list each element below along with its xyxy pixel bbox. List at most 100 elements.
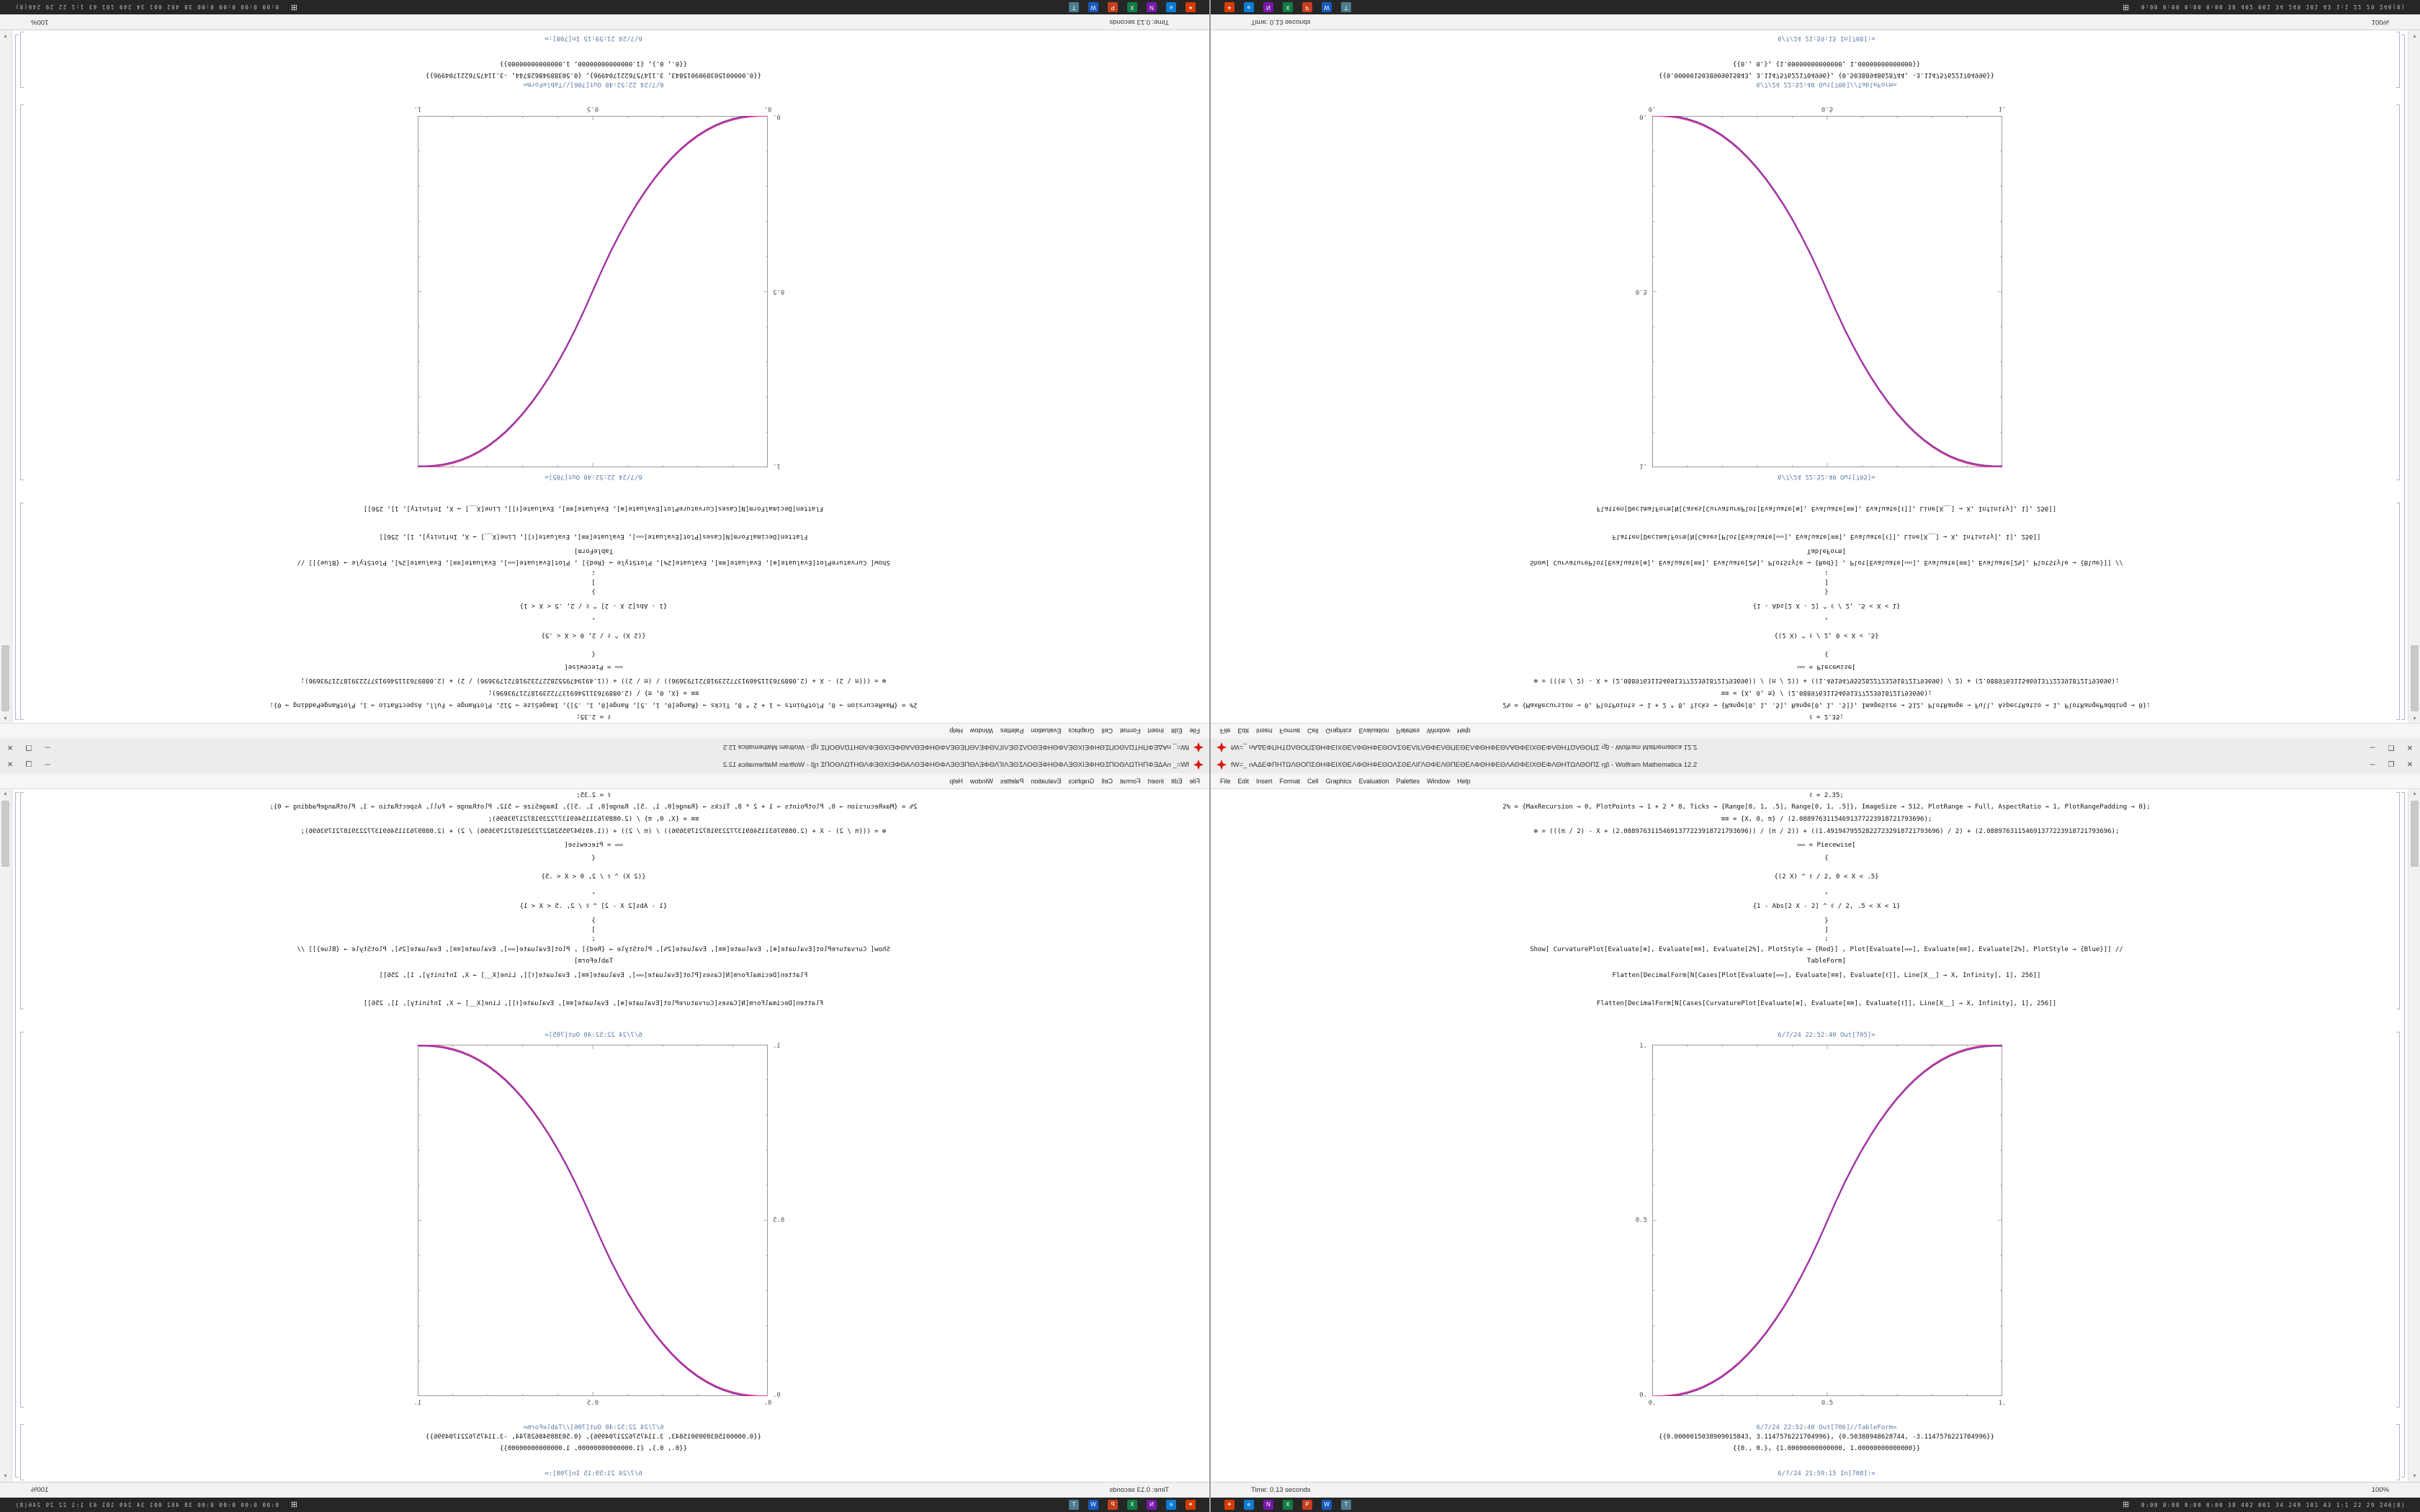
taskbar-onenote-icon[interactable]: N <box>1147 2 1157 12</box>
input-code-line[interactable]: { <box>1824 650 1829 657</box>
taskbar-excel-icon[interactable]: X <box>1127 1500 1137 1510</box>
vertical-scrollbar[interactable]: ▲ ▼ <box>2408 789 2420 1482</box>
taskbar-powerpoint-icon[interactable]: P <box>1302 1500 1312 1510</box>
cell-bracket[interactable] <box>2396 32 2400 88</box>
cell-bracket[interactable] <box>2396 792 2400 1009</box>
taskbar-word-icon[interactable]: W <box>1088 2 1098 12</box>
cell-bracket[interactable] <box>20 503 24 720</box>
taskbar-onenote-icon[interactable]: N <box>1147 1500 1157 1510</box>
menu-cell[interactable]: Cell <box>1101 777 1113 785</box>
menu-edit[interactable]: Edit <box>1237 777 1250 785</box>
menu-graphics[interactable]: Graphics <box>1325 777 1352 785</box>
menu-evaluation[interactable]: Evaluation <box>1358 777 1389 785</box>
input-code-line[interactable]: ; <box>591 935 596 942</box>
cell-bracket[interactable] <box>2396 503 2400 720</box>
menu-format[interactable]: Format <box>1279 727 1301 735</box>
menu-insert[interactable]: Insert <box>1147 777 1164 785</box>
input-code-line[interactable]: ℓ = 2.35; <box>576 792 611 799</box>
input-code-line[interactable]: , <box>591 888 596 896</box>
input-code-line[interactable]: {1 - Abs[2 X - 2] ^ ℓ / 2, .5 < X < 1} <box>1752 602 1901 609</box>
input-code-line[interactable]: } <box>1824 917 1829 924</box>
minimize-button[interactable]: ─ <box>45 743 50 752</box>
scrollbar-thumb[interactable] <box>2411 801 2419 867</box>
menu-palettes[interactable]: Palettes <box>1396 777 1420 785</box>
menu-insert[interactable]: Insert <box>1256 777 1273 785</box>
window-titlebar[interactable]: fW=_ nΑΔΕΦΠΗΤΩΛΘΟΠΣΘΗΦΕΙΧΘΕΛΦΘΗΦΕΘΟΛΣΘΕΛ… <box>0 738 1209 756</box>
input-code-line[interactable]: } <box>591 588 596 595</box>
input-code-line[interactable]: {(2 X) ^ ℓ / 2, 0 < X < .5} <box>541 873 646 881</box>
taskbar-mathematica-icon[interactable]: ✦ <box>1186 2 1196 12</box>
input-code-line[interactable]: {(2 X) ^ ℓ / 2, 0 < X < .5} <box>1774 873 1879 881</box>
window-titlebar[interactable]: fW=_ nΑΔΕΦΠΗΤΩΛΘΟΠΣΘΗΦΕΙΧΘΕΛΦΘΗΦΕΘΟΛΣΘΕΛ… <box>0 756 1209 774</box>
zoom-level[interactable]: 100% <box>2371 1486 2389 1494</box>
scrollbar-up-icon[interactable]: ▲ <box>3 791 8 796</box>
taskbar-teams-icon[interactable]: T <box>1069 1500 1079 1510</box>
menu-file[interactable]: File <box>1189 727 1200 735</box>
input-code-line[interactable]: {(2 X) ^ ℓ / 2, 0 < X < .5} <box>1774 631 1879 639</box>
menu-window[interactable]: Window <box>969 727 993 735</box>
menu-graphics[interactable]: Graphics <box>1068 727 1095 735</box>
menu-palettes[interactable]: Palettes <box>1000 727 1024 735</box>
taskbar-mathematica-icon[interactable]: ✦ <box>1224 1500 1234 1510</box>
menu-insert[interactable]: Insert <box>1256 727 1273 735</box>
close-button[interactable]: ✕ <box>2406 743 2414 752</box>
taskbar-excel-icon[interactable]: X <box>1283 2 1293 12</box>
input-code-line[interactable]: TableForm] <box>573 958 614 965</box>
input-code-line[interactable]: } <box>1824 588 1829 595</box>
cell-bracket[interactable] <box>2396 1032 2400 1408</box>
taskbar-word-icon[interactable]: W <box>1322 2 1332 12</box>
input-code-line[interactable]: {1 - Abs[2 X - 2] ^ ℓ / 2, .5 < X < 1} <box>519 602 668 609</box>
input-code-line[interactable]: ⊕ = (((π / 2) - X + (2.08897631154691377… <box>1533 677 2120 684</box>
input-code-line[interactable]: ⇔⇔ = Piecewise[ <box>564 842 623 849</box>
input-code-line[interactable]: ⇔⇔ = Piecewise[ <box>564 663 623 670</box>
scrollbar-up-icon[interactable]: ▲ <box>2412 791 2417 796</box>
input-code-line[interactable]: , <box>1824 616 1829 624</box>
input-code-line[interactable]: ⇔⇔ = Piecewise[ <box>1797 663 1856 670</box>
menu-insert[interactable]: Insert <box>1147 727 1164 735</box>
taskbar-powerpoint-icon[interactable]: P <box>1302 2 1312 12</box>
start-grid-icon[interactable]: ⊞ <box>290 1500 297 1509</box>
taskbar-mathematica-icon[interactable]: ✦ <box>1186 1500 1196 1510</box>
menu-format[interactable]: Format <box>1119 727 1141 735</box>
input-code-line[interactable]: ⇔⇔ = Piecewise[ <box>1797 842 1856 849</box>
input-code-line[interactable]: TableForm] <box>1806 547 1847 554</box>
menu-file[interactable]: File <box>1220 727 1231 735</box>
minimize-button[interactable]: ─ <box>2370 760 2375 769</box>
taskbar-onenote-icon[interactable]: N <box>1263 1500 1273 1510</box>
taskbar-edge-browser-icon[interactable]: e <box>1244 1500 1254 1510</box>
scrollbar-down-icon[interactable]: ▼ <box>3 33 8 38</box>
input-code-line[interactable]: TableForm] <box>573 547 614 554</box>
cell-bracket[interactable] <box>20 1032 24 1408</box>
taskbar-word-icon[interactable]: W <box>1088 1500 1098 1510</box>
input-code-line[interactable]: } <box>591 917 596 924</box>
cell-group-bracket[interactable] <box>15 792 19 1477</box>
input-code-line[interactable]: Flatten[DecimalForm[N[Cases[CurvaturePlo… <box>363 505 824 512</box>
notebook-content[interactable]: ℓ = 2.35; 2% = {MaxRecursion → 0, PlotPo… <box>0 30 1209 723</box>
cell-bracket[interactable] <box>20 1424 24 1480</box>
close-button[interactable]: ✕ <box>6 760 14 769</box>
taskbar-edge-browser-icon[interactable]: e <box>1244 2 1254 12</box>
cell-bracket[interactable] <box>20 792 24 1009</box>
maximize-button[interactable]: ❐ <box>2388 760 2395 769</box>
input-code-line[interactable]: Show[ CurvaturePlot[Evaluate[⊕], Evaluat… <box>297 559 890 566</box>
vertical-scrollbar[interactable]: ▲ ▼ <box>2408 30 2420 723</box>
input-code-line[interactable]: Show[ CurvaturePlot[Evaluate[⊕], Evaluat… <box>1530 559 2123 566</box>
menu-graphics[interactable]: Graphics <box>1325 727 1352 735</box>
taskbar-word-icon[interactable]: W <box>1322 1500 1332 1510</box>
scrollbar-thumb[interactable] <box>2411 645 2419 711</box>
menu-help[interactable]: Help <box>949 777 963 785</box>
menu-evaluation[interactable]: Evaluation <box>1031 777 1062 785</box>
start-grid-icon[interactable]: ⊞ <box>2123 1500 2130 1509</box>
taskbar-excel-icon[interactable]: X <box>1127 2 1137 12</box>
input-code-line[interactable]: ℓ = 2.35; <box>1809 792 1844 799</box>
input-code-line[interactable]: 2% = {MaxRecursion → 0, PlotPoints → 1 +… <box>269 804 918 811</box>
notebook-content[interactable]: ℓ = 2.35; 2% = {MaxRecursion → 0, PlotPo… <box>1211 789 2420 1482</box>
minimize-button[interactable]: ─ <box>2370 743 2375 752</box>
input-code-line[interactable]: 2% = {MaxRecursion → 0, PlotPoints → 1 +… <box>269 701 918 708</box>
window-titlebar[interactable]: fW=_ nΑΔΕΦΠΗΤΩΛΘΟΠΣΘΗΦΕΙΧΘΕΛΦΘΗΦΕΘΟΛΣΘΕΛ… <box>1211 756 2420 774</box>
input-code-line[interactable]: { <box>591 855 596 862</box>
menu-help[interactable]: Help <box>949 727 963 735</box>
cell-bracket[interactable] <box>20 32 24 88</box>
scrollbar-thumb[interactable] <box>1 801 9 867</box>
input-code-line[interactable]: ] <box>1824 927 1829 934</box>
